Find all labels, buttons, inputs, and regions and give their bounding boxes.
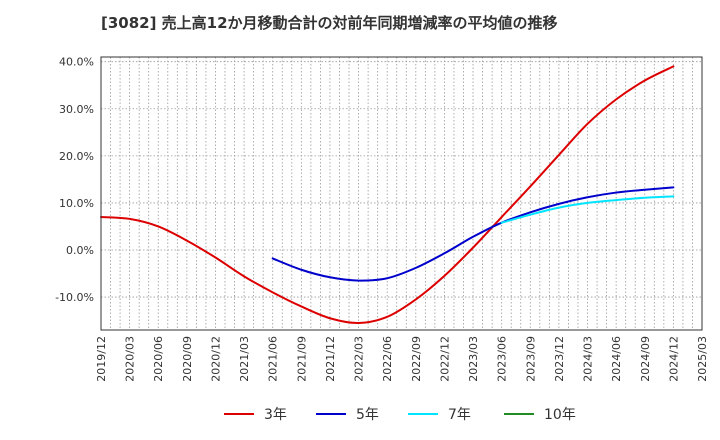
legend-label-2: 5年	[356, 407, 379, 423]
series-line-3	[500, 195, 675, 224]
x-tick-label: 2024/06	[610, 336, 623, 382]
x-tick-label: 2021/03	[238, 336, 251, 382]
x-tick-label: 2020/12	[209, 336, 222, 382]
series-line-2	[271, 186, 675, 282]
x-axis-tick-labels: 2019/12 2020/03 2020/06 2020/09 2020/12 2021/…	[95, 336, 709, 382]
x-tick-label: 2024/12	[667, 336, 680, 382]
y-tick-label: -10.0%	[55, 291, 94, 304]
x-tick-label: 2022/06	[381, 336, 394, 382]
x-tick-label: 2022/09	[410, 336, 423, 382]
x-tick-label: 2021/12	[324, 336, 337, 382]
y-tick-label: 0.0%	[66, 244, 94, 257]
x-tick-label: 2021/06	[267, 336, 280, 382]
legend-label-4: 10年	[544, 407, 576, 423]
x-tick-label: 2020/09	[181, 336, 194, 382]
legend-label-1: 3年	[264, 407, 287, 423]
chart-title: [3082] 売上高12か月移動合計の対前年同期増減率の平均値の推移	[101, 14, 558, 32]
x-tick-label: 2023/03	[467, 336, 480, 382]
x-tick-label: 2021/09	[295, 336, 308, 382]
y-axis-tick-labels: 40.0% 30.0% 20.0% 10.0% 0.0% -10.0%	[55, 56, 94, 304]
x-tick-label: 2020/06	[152, 336, 165, 382]
y-tick-label: 10.0%	[59, 197, 94, 210]
plot-area-frame	[100, 56, 703, 331]
x-tick-label: 2025/03	[696, 336, 709, 382]
x-tick-label: 2019/12	[95, 336, 108, 382]
x-tick-label: 2022/03	[353, 336, 366, 382]
x-tick-label: 2022/12	[438, 336, 451, 382]
x-tick-label: 2024/03	[582, 336, 595, 382]
x-tick-label: 2023/06	[496, 336, 509, 382]
y-tick-label: 30.0%	[59, 103, 94, 116]
legend-label-3: 7年	[448, 407, 471, 423]
x-tick-label: 2020/03	[124, 336, 137, 382]
legend: 3年 5年 7年 10年	[224, 407, 576, 423]
y-tick-label: 20.0%	[59, 150, 94, 163]
x-tick-label: 2023/09	[524, 336, 537, 382]
series-lines	[100, 65, 675, 324]
x-tick-label: 2023/12	[553, 336, 566, 382]
x-tick-label: 2024/09	[639, 336, 652, 382]
y-tick-label: 40.0%	[59, 56, 94, 69]
series-line-1	[100, 65, 675, 324]
grid-lines	[101, 57, 702, 330]
